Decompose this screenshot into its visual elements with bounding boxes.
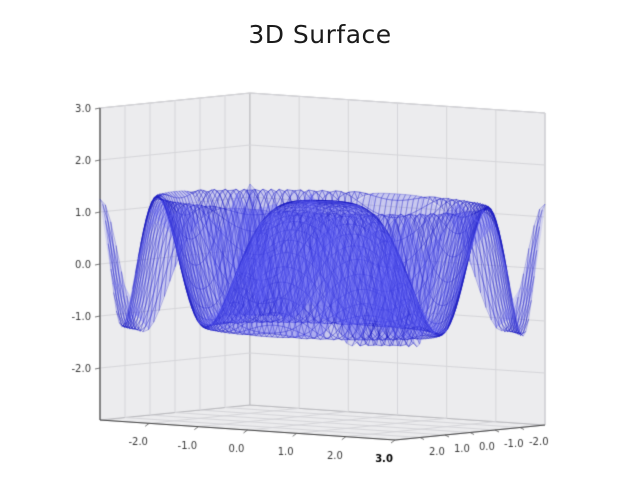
figure: 3D Surface (0, 0, 640, 480)
surface-plot-canvas (0, 0, 640, 480)
